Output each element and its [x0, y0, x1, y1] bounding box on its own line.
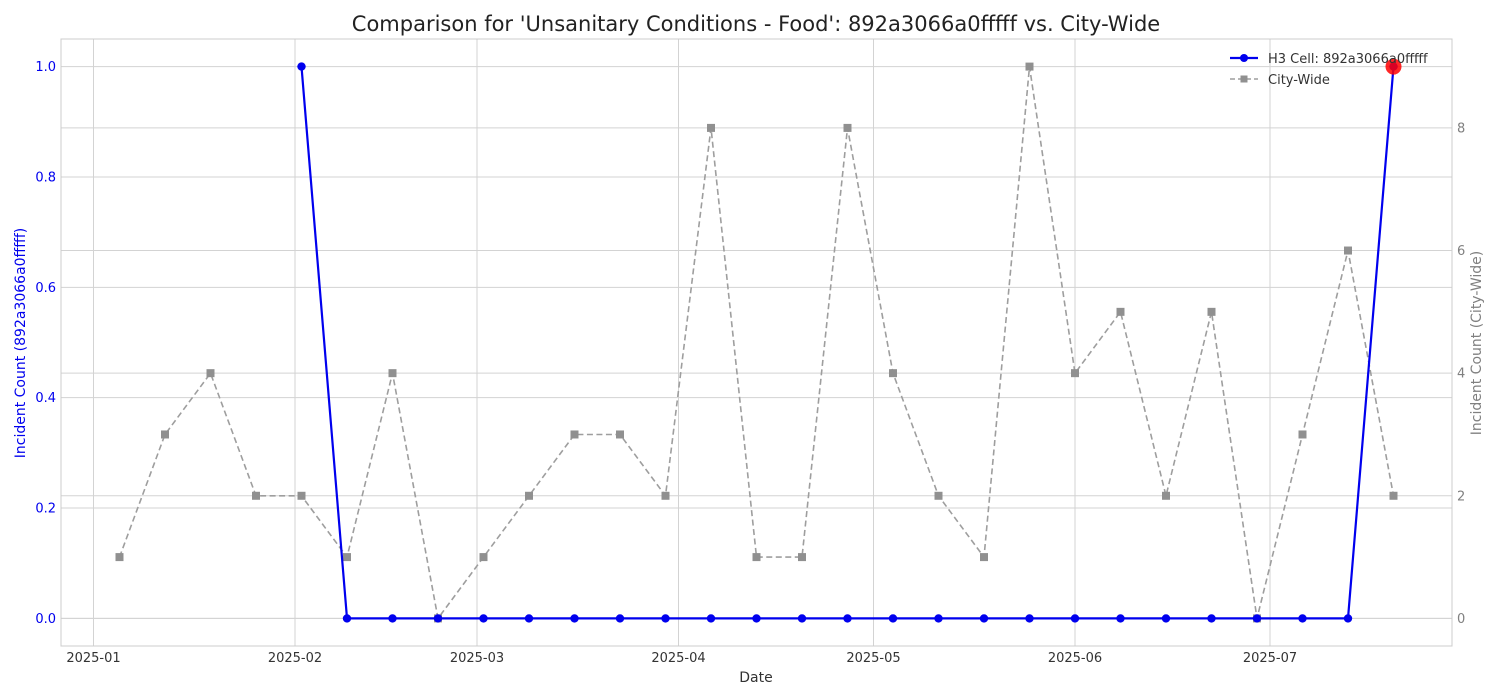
- city-wide-point: [752, 553, 761, 562]
- left-y-tick-label: 0.8: [35, 170, 56, 185]
- h3-cell-point: [1298, 614, 1307, 623]
- legend-entry-city: City-Wide: [1230, 73, 1330, 88]
- h3-cell-point: [297, 62, 306, 71]
- city-wide-point: [115, 553, 124, 562]
- left-y-axis: 0.0 0.2 0.4 0.6 0.8 1.0: [35, 60, 56, 627]
- city-wide-point: [1344, 246, 1352, 255]
- city-wide-point: [1025, 62, 1034, 71]
- h3-cell-point: [615, 614, 625, 623]
- city-wide-point: [206, 369, 215, 378]
- city-wide-point: [1071, 369, 1079, 378]
- right-y-axis: 0 2 4 6 8: [1457, 121, 1465, 627]
- highlight-marker-group: [1385, 58, 1402, 75]
- legend-label-city: City-Wide: [1268, 73, 1330, 88]
- h3-cell-point: [1207, 614, 1216, 623]
- h3-cell-series: [297, 62, 1398, 623]
- h3-cell-point: [479, 614, 488, 623]
- city-wide-line: [118, 66, 1395, 621]
- h3-cell-point: [797, 614, 807, 623]
- h3-cell-point: [934, 614, 943, 623]
- h3-cell-point: [1025, 614, 1034, 623]
- city-wide-point: [843, 123, 852, 132]
- city-wide-point: [889, 369, 897, 378]
- x-tick-label: 2025-07: [1243, 651, 1297, 666]
- x-tick-label: 2025-01: [66, 651, 120, 666]
- h3-cell-point: [433, 614, 443, 623]
- left-y-axis-label: Incident Count (892a3066a0fffff): [13, 228, 29, 459]
- right-y-tick-label: 6: [1457, 244, 1465, 259]
- h3-cell-point: [979, 614, 989, 623]
- h3-cell-point: [843, 614, 852, 623]
- plot-frame: [60, 38, 1453, 647]
- city-wide-point: [343, 553, 351, 562]
- h3-cell-point: [1343, 614, 1353, 623]
- left-y-tick-label: 0.0: [35, 612, 56, 627]
- h3-cell-point: [1161, 614, 1171, 623]
- legend-entry-h3: H3 Cell: 892a3066a0fffff: [1230, 52, 1428, 67]
- city-wide-point: [1389, 491, 1398, 500]
- left-y-tick-label: 0.6: [35, 281, 56, 296]
- city-wide-point: [297, 491, 306, 500]
- city-wide-point: [479, 553, 488, 562]
- h3-cell-point: [661, 614, 670, 623]
- right-y-tick-label: 4: [1457, 367, 1465, 382]
- h3-cell-point: [706, 614, 716, 623]
- h3-cell-point: [752, 614, 761, 623]
- city-wide-point: [252, 491, 260, 500]
- x-tick-label: 2025-03: [450, 651, 504, 666]
- city-wide-point: [980, 553, 988, 562]
- left-y-tick-label: 1.0: [35, 60, 56, 75]
- x-axis: 2025-01 2025-02 2025-03 2025-04 2025-05 2025-…: [66, 651, 1297, 666]
- right-y-tick-label: 0: [1457, 612, 1465, 627]
- right-y-tick-label: 8: [1457, 121, 1465, 136]
- legend-marker-city: [1240, 75, 1248, 83]
- h3-cell-point: [888, 614, 898, 623]
- h3-cell-point: [524, 614, 534, 623]
- left-y-tick-label: 0.2: [35, 502, 56, 517]
- city-wide-point: [661, 491, 670, 500]
- legend-marker-h3: [1240, 54, 1248, 62]
- city-wide-point: [388, 369, 397, 378]
- city-wide-series: [115, 62, 1398, 623]
- city-wide-point: [707, 123, 715, 132]
- x-axis-label: Date: [739, 670, 772, 686]
- city-wide-point: [161, 430, 169, 439]
- city-wide-point: [1298, 430, 1307, 439]
- h3-cell-point: [342, 614, 352, 623]
- city-wide-point: [616, 430, 624, 439]
- city-wide-point: [570, 430, 579, 439]
- x-tick-label: 2025-06: [1048, 651, 1102, 666]
- legend: H3 Cell: 892a3066a0fffff City-Wide: [1230, 52, 1428, 88]
- city-wide-point: [1116, 307, 1125, 316]
- left-y-tick-label: 0.4: [35, 391, 56, 406]
- x-tick-label: 2025-04: [651, 651, 705, 666]
- highlight-marker: [1385, 58, 1402, 75]
- city-wide-point: [525, 491, 533, 500]
- chart-title: Comparison for 'Unsanitary Conditions - …: [352, 12, 1160, 36]
- right-y-tick-label: 2: [1457, 489, 1465, 504]
- city-wide-point: [798, 553, 806, 562]
- h3-cell-point: [1070, 614, 1080, 623]
- x-tick-label: 2025-02: [268, 651, 322, 666]
- x-tick-label: 2025-05: [846, 651, 900, 666]
- h3-cell-point: [1252, 614, 1262, 623]
- legend-label-h3: H3 Cell: 892a3066a0fffff: [1268, 52, 1428, 67]
- right-y-axis-label: Incident Count (City-Wide): [1469, 251, 1485, 435]
- city-wide-point: [934, 491, 943, 500]
- h3-cell-point: [1116, 614, 1125, 623]
- h3-cell-point: [570, 614, 579, 623]
- city-wide-point: [1207, 307, 1216, 316]
- h3-cell-point: [388, 614, 397, 623]
- city-wide-point: [1162, 491, 1170, 500]
